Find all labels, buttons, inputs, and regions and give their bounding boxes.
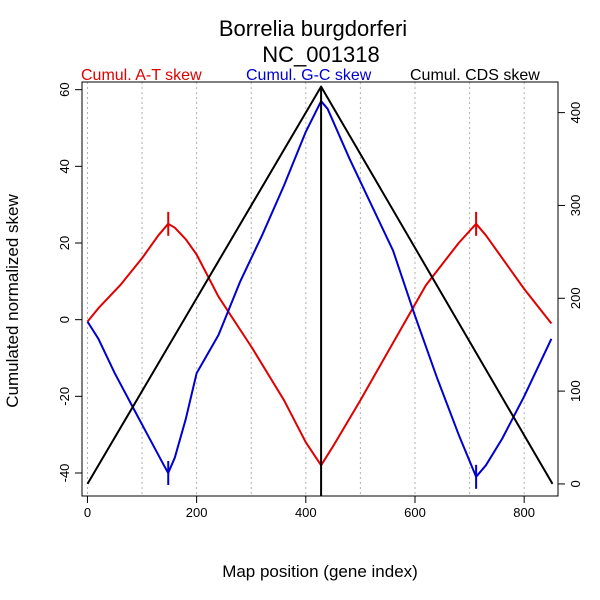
legend-cds-skew: Cumul. CDS skew (410, 67, 540, 84)
y2-tick-label: 100 (568, 380, 583, 402)
cds-skew-line (86, 85, 554, 485)
legend-gc-skew: Cumul. G-C skew (246, 67, 372, 84)
legend-at-skew: Cumul. A-T skew (81, 67, 202, 84)
y2-tick-label: 400 (568, 102, 583, 124)
at-skew-line (86, 222, 553, 467)
y-tick-label: 60 (57, 82, 72, 96)
x-axis: 0 200 400 600 800 (84, 496, 535, 520)
plot-series (86, 85, 554, 496)
gc-skew-line (86, 100, 553, 478)
y-axis-left: -40 -20 0 20 40 60 (57, 82, 82, 482)
y2-tick-label: 200 (568, 287, 583, 309)
y-tick-label: 0 (57, 316, 72, 323)
y2-tick-label: 300 (568, 195, 583, 217)
x-tick-label: 600 (404, 505, 426, 520)
y-tick-label: -40 (57, 464, 72, 483)
y-tick-label: -20 (57, 387, 72, 406)
y-axis-right: 0 100 200 300 400 (558, 102, 583, 488)
x-tick-label: 0 (84, 505, 91, 520)
plot-frame (81, 81, 559, 497)
y-tick-label: 40 (57, 159, 72, 173)
x-tick-label: 200 (186, 505, 208, 520)
y2-tick-label: 0 (568, 480, 583, 487)
chart-title: Borrelia burgdorferi (219, 16, 407, 41)
y-axis-label: Cumulated normalized skew (3, 194, 22, 408)
x-tick-label: 800 (513, 505, 535, 520)
x-tick-label: 400 (295, 505, 317, 520)
y-tick-label: 20 (57, 236, 72, 250)
terminus-marks (167, 211, 478, 489)
chart-subtitle: NC_001318 (262, 42, 379, 67)
x-axis-label: Map position (gene index) (222, 562, 418, 581)
